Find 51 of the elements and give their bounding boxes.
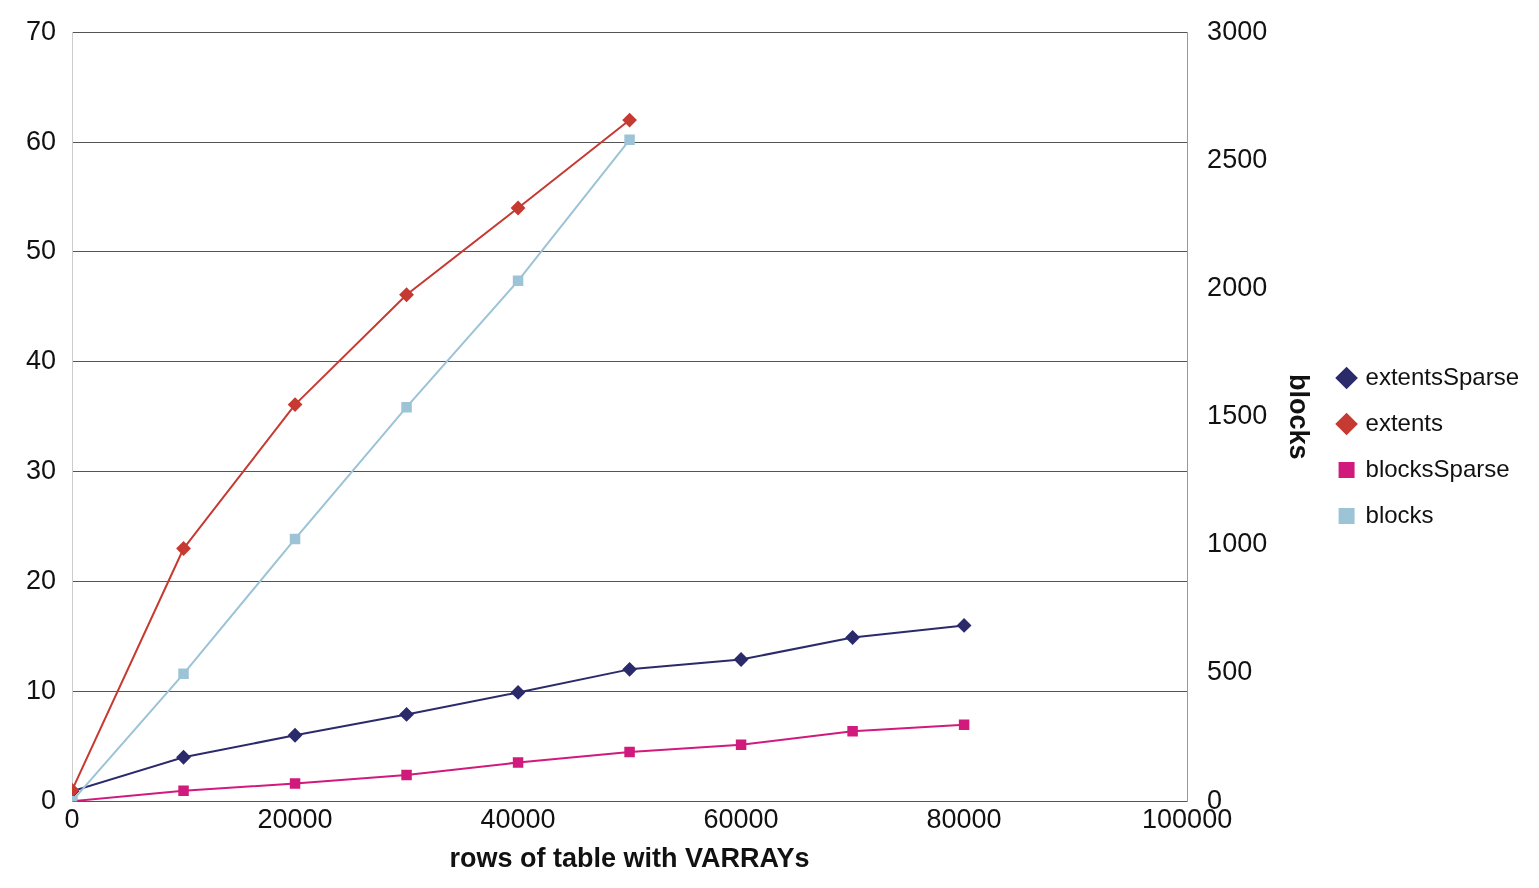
y2-tick-label: 500 xyxy=(1207,656,1253,687)
point xyxy=(624,746,635,758)
x-tick-label: 40000 xyxy=(480,803,556,834)
point xyxy=(289,533,301,545)
point xyxy=(511,200,526,215)
y-tick-label: 0 xyxy=(41,784,57,815)
point xyxy=(957,618,972,633)
x-tick-label: 80000 xyxy=(926,803,1002,834)
point xyxy=(401,401,412,413)
point xyxy=(288,728,303,743)
point xyxy=(847,725,858,737)
legend-label: blocks xyxy=(1365,500,1434,528)
y-tick-label: 60 xyxy=(25,125,57,156)
point xyxy=(401,769,412,781)
legend-label: blocksSparse xyxy=(1365,454,1510,482)
point xyxy=(399,287,414,302)
point xyxy=(288,397,303,412)
y-tick-label: 30 xyxy=(25,455,57,486)
y2-tick-label: 2500 xyxy=(1207,143,1268,174)
y-tick-label: 40 xyxy=(25,345,57,376)
y2-tick-label: 1500 xyxy=(1207,400,1268,431)
x-tick-label: 60000 xyxy=(703,803,779,834)
point xyxy=(622,662,637,677)
point xyxy=(734,652,749,667)
point xyxy=(845,630,860,645)
x-tick-label: 20000 xyxy=(257,803,333,834)
y2-tick-label: 3000 xyxy=(1207,15,1268,46)
point xyxy=(176,541,191,556)
point xyxy=(176,750,191,765)
point xyxy=(289,778,301,789)
point xyxy=(178,785,189,796)
legend-label: extents xyxy=(1365,408,1443,436)
point xyxy=(735,739,747,751)
point xyxy=(512,757,524,768)
point xyxy=(958,719,970,731)
y2-axis-title: blocks xyxy=(1283,373,1314,460)
y-tick-label: 70 xyxy=(25,15,57,46)
x-axis-title: rows of table with VARRAYs xyxy=(449,843,810,874)
point xyxy=(512,275,524,287)
point xyxy=(399,707,414,722)
y-tick-label: 50 xyxy=(25,235,57,266)
point xyxy=(622,113,637,128)
point xyxy=(624,134,635,146)
y-tick-label: 20 xyxy=(25,564,57,595)
point xyxy=(178,668,189,680)
y2-tick-label: 1000 xyxy=(1207,528,1268,559)
legend-label: extentsSparse xyxy=(1365,362,1519,390)
x-tick-label: 0 xyxy=(64,803,80,834)
y-tick-label: 10 xyxy=(25,674,57,705)
y2-tick-label: 2000 xyxy=(1207,271,1268,302)
point xyxy=(511,685,526,700)
